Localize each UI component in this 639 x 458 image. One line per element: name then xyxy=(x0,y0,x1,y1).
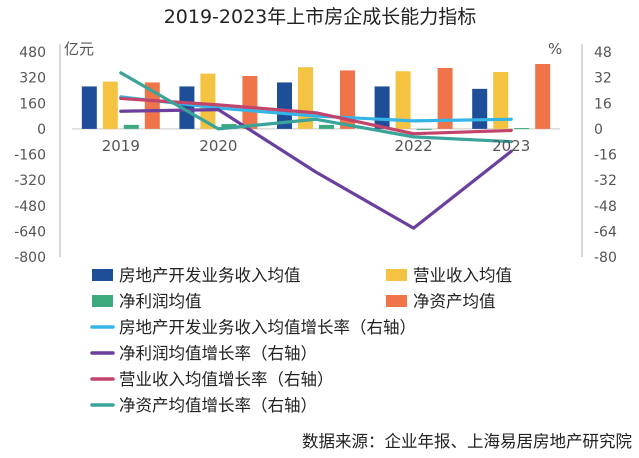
bar-3-2022 xyxy=(416,128,432,130)
bar-4-2021 xyxy=(340,70,355,129)
legend-label: 房地产开发业务收入均值 xyxy=(119,266,301,285)
bar-3-2021 xyxy=(319,124,334,129)
bar-2-2022 xyxy=(395,71,411,129)
legend-label: 净资产均值增长率（右轴） xyxy=(119,396,317,415)
line-marks xyxy=(119,71,513,230)
legend-label: 净利润均值增长率（右轴） xyxy=(119,344,317,363)
bar-1-2019 xyxy=(81,86,97,129)
bar-2-2023 xyxy=(493,72,509,129)
left-axis-unit: 亿元 xyxy=(64,40,94,58)
right-tick-label: 0 xyxy=(594,122,603,138)
source-note: 数据来源：企业年报、上海易居房地产研究院 xyxy=(302,432,632,451)
legend-label: 营业收入均值 xyxy=(413,266,512,285)
legend-swatch-bar-1 xyxy=(92,269,113,281)
left-tick-label: -320 xyxy=(14,173,46,189)
bar-1-2020 xyxy=(179,86,195,129)
legend-swatch-bar-3 xyxy=(92,295,113,307)
legend-swatch-bar-2 xyxy=(386,269,407,281)
bar-3-2023 xyxy=(514,128,530,130)
legend-label: 净资产均值 xyxy=(413,292,496,311)
bar-1-2022 xyxy=(374,86,390,129)
left-tick-label: 320 xyxy=(19,71,46,87)
chart-title: 2019-2023年上市房企成长能力指标 xyxy=(164,6,477,28)
right-tick-label: -64 xyxy=(594,224,617,240)
right-tick-label: 16 xyxy=(594,96,612,112)
bar-2-2019 xyxy=(102,81,118,129)
right-tick-label: -32 xyxy=(594,173,617,189)
left-tick-label: -160 xyxy=(14,148,46,164)
legend-label: 营业收入均值增长率（右轴） xyxy=(119,370,334,389)
right-axis-unit: % xyxy=(548,40,562,58)
bar-3-2019 xyxy=(123,124,139,129)
legend-label: 净利润均值 xyxy=(119,292,202,311)
left-tick-label: -800 xyxy=(14,250,46,266)
line-series-4 xyxy=(119,71,513,144)
left-tick-label: 0 xyxy=(37,122,46,138)
right-tick-label: 32 xyxy=(594,71,612,87)
bar-2-2020 xyxy=(200,73,216,129)
bar-1-2021 xyxy=(277,82,292,129)
bar-4-2023 xyxy=(535,64,551,129)
bar-4-2020 xyxy=(242,76,258,129)
line-series-2 xyxy=(119,108,513,230)
category-label: 2023 xyxy=(492,137,530,155)
category-label: 2020 xyxy=(199,137,237,155)
right-axis: 48 32 16 0 -16 -32 -48 -64 -80 xyxy=(581,44,617,266)
category-label: 2019 xyxy=(102,137,140,155)
legend-label: 房地产开发业务收入均值增长率（右轴） xyxy=(119,318,416,337)
left-axis: 480 320 160 0 -160 -320 -480 -640 -800 xyxy=(14,44,560,266)
left-tick-label: 480 xyxy=(19,45,46,61)
right-tick-label: -48 xyxy=(594,199,617,215)
category-labels: 2019 2020 2022 2023 xyxy=(102,137,531,155)
right-tick-label: -80 xyxy=(594,250,617,266)
bar-1-2023 xyxy=(472,88,488,129)
legend-swatch-bar-4 xyxy=(386,295,407,307)
right-tick-label: 48 xyxy=(594,45,612,61)
right-tick-label: -16 xyxy=(594,148,617,164)
category-label: 2022 xyxy=(395,137,433,155)
left-tick-label: -640 xyxy=(14,224,46,240)
line-series-3 xyxy=(119,96,513,136)
bar-4-2022 xyxy=(437,68,453,129)
left-tick-label: 160 xyxy=(19,96,46,112)
left-tick-label: -480 xyxy=(14,199,46,215)
